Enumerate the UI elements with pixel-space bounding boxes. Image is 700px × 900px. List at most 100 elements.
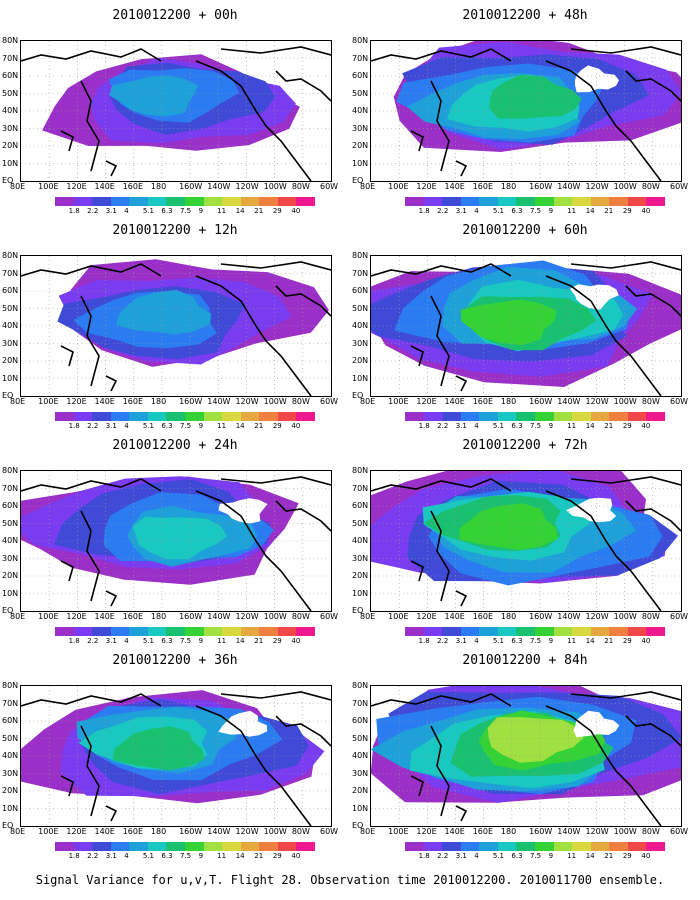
colorbar-tick-label: 3.1 <box>105 852 117 860</box>
colorbar-swatch <box>73 412 93 421</box>
colorbar-swatch <box>73 842 93 851</box>
panel-title: 2010012200 + 72h <box>462 438 588 453</box>
latitude-label: EQ <box>2 606 14 615</box>
variance-contour-fill <box>487 717 584 763</box>
colorbar-tick-label: 2.2 <box>87 207 99 215</box>
colorbar <box>405 627 666 636</box>
latitude-label: 60N <box>2 716 19 725</box>
coastline <box>545 490 662 611</box>
colorbar-swatch <box>516 842 536 851</box>
latitude-label: 80N <box>2 681 19 690</box>
colorbar-tick-label: 7.5 <box>530 637 542 645</box>
longitude-label: 100W <box>613 827 637 836</box>
colorbar-swatch <box>110 197 130 206</box>
colorbar-tick-label: 14 <box>235 637 245 645</box>
colorbar-tick-label: 7.5 <box>530 852 542 860</box>
latitude-label: 10N <box>352 373 369 383</box>
coastline <box>220 476 331 486</box>
latitude-label: 80N <box>352 36 369 45</box>
latitude-label: 50N <box>352 733 369 743</box>
longitude-label: 160W <box>179 612 203 621</box>
longitude-label: 140E <box>94 182 115 191</box>
panel-title: 2010012200 + 60h <box>462 223 588 238</box>
coastline <box>60 560 74 582</box>
coastline <box>105 805 118 822</box>
longitude-label: 120W <box>585 612 609 621</box>
colorbar-tick-label: 6.3 <box>511 207 523 215</box>
latitude-label: EQ <box>2 176 14 185</box>
longitude-label: 140E <box>444 182 465 191</box>
colorbar-tick-label: 3.1 <box>105 207 117 215</box>
latitude-label: 10N <box>2 803 19 813</box>
colorbar-tick-label: 9 <box>548 422 554 430</box>
longitude-label: 80E <box>10 182 26 191</box>
colorbar-tick-label: 7.5 <box>530 422 542 430</box>
coastline <box>430 510 450 602</box>
colorbar <box>55 197 316 206</box>
longitude-label: 140E <box>94 397 115 406</box>
panel-title: 2010012200 + 48h <box>462 8 588 23</box>
longitude-label: 100W <box>263 612 287 621</box>
latitude-label: 50N <box>352 518 369 528</box>
coastline <box>60 130 74 152</box>
longitude-label: 160E <box>472 397 494 406</box>
latitude-label: 70N <box>352 698 369 708</box>
latitude-label: 20N <box>2 571 19 580</box>
colorbar-swatch <box>203 842 223 851</box>
longitude-label: 140E <box>444 827 465 836</box>
latitude-label: 70N <box>2 268 19 278</box>
coastline <box>275 500 331 532</box>
coastline <box>570 476 681 486</box>
latitude-label: 30N <box>2 553 19 563</box>
colorbar-tick-label: 5.1 <box>142 422 154 430</box>
colorbar-swatch <box>572 412 592 421</box>
latitude-label: EQ <box>352 606 364 615</box>
colorbar-tick-label: 29 <box>622 422 632 430</box>
coastline <box>220 46 331 56</box>
coastline <box>275 715 331 747</box>
coastline <box>410 130 424 152</box>
longitude-label: 180 <box>150 612 167 621</box>
colorbar-swatch <box>259 412 279 421</box>
colorbar-swatch <box>110 842 130 851</box>
longitude-label: 160W <box>179 827 203 836</box>
longitude-label: 100E <box>38 612 59 621</box>
longitude-label: 160W <box>529 397 553 406</box>
coastline <box>625 500 681 532</box>
panel-title: 2010012200 + 36h <box>112 653 238 668</box>
variance-map <box>21 256 331 396</box>
map-panel: 2010012200 + 24h 80N 70N 60N 50N 40N 30N 20N 10… <box>0 430 350 645</box>
colorbar-tick-label: 4 <box>124 852 129 860</box>
colorbar-swatch <box>259 627 279 636</box>
colorbar-tick-label: 6.3 <box>511 422 523 430</box>
colorbar-tick-label: 14 <box>235 207 245 215</box>
variance-contour-fill <box>115 289 212 335</box>
latitude-label: 50N <box>352 303 369 313</box>
colorbar-swatch <box>442 197 462 206</box>
variance-contour-fill <box>459 503 558 551</box>
colorbar <box>55 412 316 421</box>
coastline <box>545 60 662 181</box>
coastline <box>455 805 468 822</box>
longitude-label: 160W <box>529 827 553 836</box>
colorbar-tick-label: 7.5 <box>530 207 542 215</box>
map-plot-area <box>370 685 682 827</box>
colorbar-tick-label: 11 <box>217 207 227 215</box>
latitude-label: 80N <box>2 466 19 475</box>
coastline <box>410 345 424 367</box>
longitude-label: 140E <box>444 612 465 621</box>
longitude-label: 80W <box>291 827 310 836</box>
colorbar-swatch <box>147 627 167 636</box>
colorbar-swatch <box>442 842 462 851</box>
colorbar-swatch <box>240 627 260 636</box>
longitude-label: 160W <box>529 612 553 621</box>
colorbar-swatch <box>572 842 592 851</box>
coastline <box>195 60 312 181</box>
longitude-label: 80W <box>291 397 310 406</box>
colorbar-swatch <box>203 197 223 206</box>
colorbar-swatch <box>129 412 149 421</box>
colorbar-tick-label: 29 <box>622 637 632 645</box>
variance-contour-fill <box>132 517 228 560</box>
variance-contour-fill <box>109 75 199 117</box>
colorbar-tick-label: 1.8 <box>418 207 430 215</box>
